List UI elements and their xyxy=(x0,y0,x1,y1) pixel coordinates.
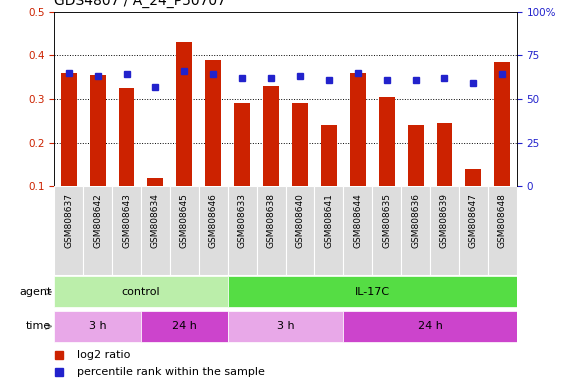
Text: GSM808638: GSM808638 xyxy=(267,193,276,248)
Text: 3 h: 3 h xyxy=(89,321,106,331)
Bar xyxy=(228,311,343,342)
Text: GSM808636: GSM808636 xyxy=(411,193,420,248)
Text: GSM808633: GSM808633 xyxy=(238,193,247,248)
Bar xyxy=(465,169,481,186)
Text: GDS4807 / A_24_P50707: GDS4807 / A_24_P50707 xyxy=(54,0,226,8)
Bar xyxy=(112,186,141,275)
Text: percentile rank within the sample: percentile rank within the sample xyxy=(77,367,266,377)
Bar xyxy=(343,311,517,342)
Bar xyxy=(54,276,228,307)
Bar xyxy=(54,311,141,342)
Bar xyxy=(401,186,430,275)
Text: 3 h: 3 h xyxy=(277,321,294,331)
Bar xyxy=(147,177,163,186)
Text: GSM808648: GSM808648 xyxy=(498,193,507,248)
Bar xyxy=(256,186,286,275)
Bar xyxy=(372,186,401,275)
Text: GSM808645: GSM808645 xyxy=(180,193,189,248)
Bar xyxy=(350,73,365,186)
Bar xyxy=(90,75,106,186)
Bar xyxy=(459,186,488,275)
Text: GSM808634: GSM808634 xyxy=(151,193,160,248)
Bar xyxy=(176,42,192,186)
Bar xyxy=(206,60,221,186)
Bar xyxy=(430,186,459,275)
Text: GSM808640: GSM808640 xyxy=(295,193,304,248)
Bar xyxy=(228,186,256,275)
Bar xyxy=(315,186,343,275)
Bar xyxy=(54,186,83,275)
Bar xyxy=(119,88,134,186)
Bar xyxy=(321,125,337,186)
Bar xyxy=(263,86,279,186)
Text: log2 ratio: log2 ratio xyxy=(77,350,131,360)
Text: 24 h: 24 h xyxy=(417,321,443,331)
Bar xyxy=(141,186,170,275)
Bar xyxy=(170,186,199,275)
Bar xyxy=(343,186,372,275)
Text: GSM808647: GSM808647 xyxy=(469,193,478,248)
Text: GSM808639: GSM808639 xyxy=(440,193,449,248)
Text: GSM808635: GSM808635 xyxy=(382,193,391,248)
Bar xyxy=(286,186,315,275)
Bar xyxy=(292,103,308,186)
Text: GSM808642: GSM808642 xyxy=(93,193,102,248)
Text: GSM808644: GSM808644 xyxy=(353,193,362,248)
Text: control: control xyxy=(122,287,160,297)
Bar xyxy=(61,73,77,186)
Text: IL-17C: IL-17C xyxy=(355,287,390,297)
Text: 24 h: 24 h xyxy=(172,321,197,331)
Text: GSM808643: GSM808643 xyxy=(122,193,131,248)
Text: time: time xyxy=(26,321,51,331)
Bar xyxy=(141,311,228,342)
Bar xyxy=(83,186,112,275)
Text: agent: agent xyxy=(19,287,51,297)
Bar xyxy=(228,276,517,307)
Text: GSM808641: GSM808641 xyxy=(324,193,333,248)
Bar xyxy=(488,186,517,275)
Bar xyxy=(234,103,250,186)
Bar xyxy=(379,97,395,186)
Bar xyxy=(408,125,424,186)
Bar xyxy=(199,186,228,275)
Bar xyxy=(437,123,452,186)
Text: GSM808646: GSM808646 xyxy=(209,193,218,248)
Text: GSM808637: GSM808637 xyxy=(64,193,73,248)
Bar xyxy=(494,62,510,186)
